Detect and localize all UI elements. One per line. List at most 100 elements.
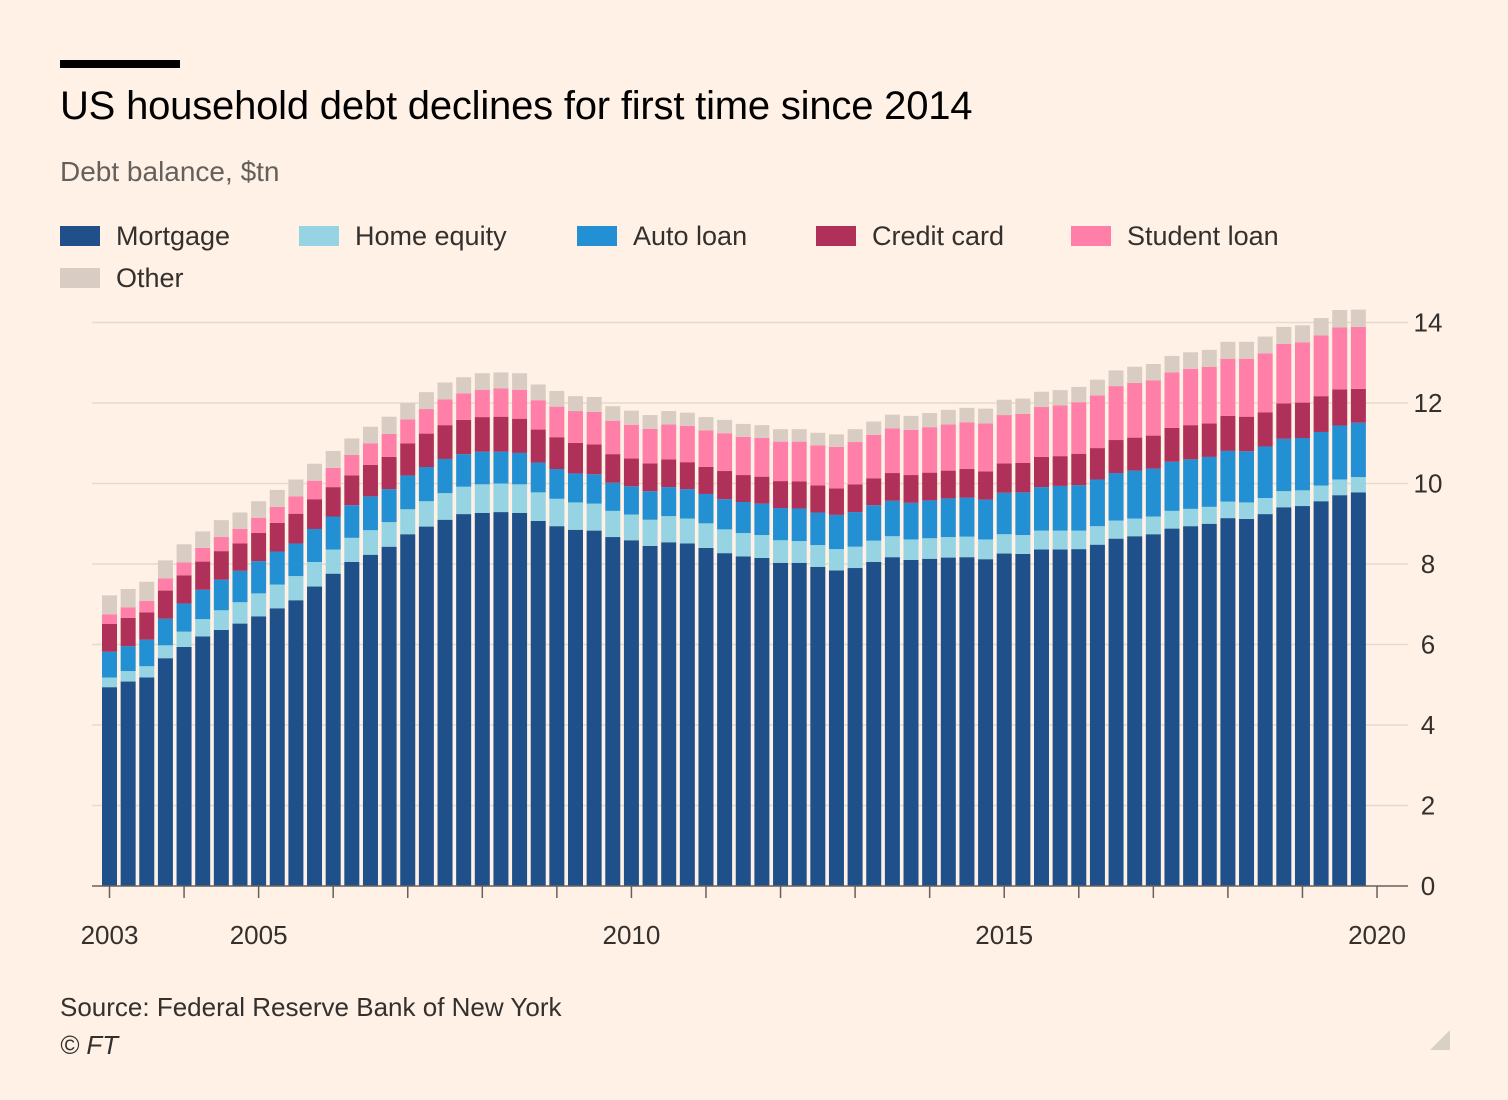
bar-segment-home-equity: [1350, 477, 1366, 493]
bar-segment-home-equity: [381, 522, 397, 547]
bar-segment-other: [605, 406, 621, 421]
bar-segment-other: [1332, 310, 1348, 328]
bar-segment-student-loan: [661, 424, 677, 460]
bar-segment-auto-loan: [1276, 438, 1292, 492]
bar-segment-other: [1089, 379, 1105, 396]
bar-segment-credit-card: [996, 463, 1012, 493]
bar-segment-home-equity: [959, 536, 975, 558]
bar-segment-mortgage: [1089, 544, 1105, 886]
bar-segment-student-loan: [735, 436, 751, 476]
x-tick-label: 2020: [1348, 920, 1406, 950]
bar-segment-student-loan: [157, 578, 173, 591]
bar-segment-other: [120, 588, 136, 608]
x-tick-label: 2003: [81, 920, 139, 950]
bar-segment-other: [493, 372, 509, 389]
bar-segment-home-equity: [1071, 530, 1087, 550]
y-tick-label: 2: [1421, 791, 1435, 821]
bar-segment-auto-loan: [344, 505, 360, 538]
bar-segment-other: [232, 512, 248, 529]
bar-segment-student-loan: [1089, 395, 1105, 449]
bar-segment-credit-card: [1145, 435, 1161, 469]
bar-segment-home-equity: [512, 484, 528, 513]
resize-corner-icon: [1430, 1030, 1450, 1050]
bar-segment-other: [754, 425, 770, 439]
bar-segment-mortgage: [847, 568, 863, 886]
legend-label-auto-loan: Auto loan: [633, 220, 748, 251]
bar-segment-mortgage: [1034, 549, 1049, 886]
bar-segment-other: [530, 384, 546, 401]
bar-segment-credit-card: [1052, 456, 1068, 486]
bar-segment-home-equity: [1220, 501, 1236, 519]
bar-segment-home-equity: [251, 593, 267, 617]
bar-segment-student-loan: [530, 400, 546, 430]
bar-segment-mortgage: [157, 658, 173, 886]
bar-segment-auto-loan: [120, 646, 136, 672]
bar-segment-student-loan: [120, 607, 136, 618]
bar-segment-other: [1071, 386, 1087, 403]
bar-segment-mortgage: [1183, 526, 1199, 886]
bar-segment-credit-card: [1183, 425, 1199, 460]
bar-segment-student-loan: [1313, 335, 1329, 397]
bar-segment-auto-loan: [157, 618, 173, 646]
bar-segment-other: [400, 403, 416, 420]
bar-segment-other: [996, 399, 1012, 416]
legend-label-credit-card: Credit card: [872, 220, 1005, 251]
legend-item-mortgage: Mortgage: [60, 218, 230, 254]
bar-segment-student-loan: [940, 424, 956, 471]
bar-segment-credit-card: [157, 590, 173, 619]
bar-segment-student-loan: [325, 467, 341, 488]
bar-segment-other: [1201, 349, 1217, 367]
bar-segment-student-loan: [903, 429, 919, 476]
bar-segment-home-equity: [605, 510, 621, 538]
bar-segment-student-loan: [456, 393, 472, 420]
bar-segment-mortgage: [1276, 507, 1292, 886]
bar-segment-student-loan: [1108, 386, 1124, 441]
bar-segment-mortgage: [288, 600, 304, 886]
bar-segment-mortgage: [1239, 518, 1255, 886]
bar-segment-mortgage: [1071, 549, 1087, 886]
bar-segment-credit-card: [1313, 396, 1329, 432]
bar-segment-auto-loan: [1071, 485, 1087, 531]
bar-segment-other: [325, 450, 341, 468]
bar-segment-other: [1276, 326, 1292, 344]
bar-segment-credit-card: [344, 475, 360, 506]
bar-segment-home-equity: [903, 539, 919, 560]
bar-segment-home-equity: [176, 631, 192, 647]
bar-segment-credit-card: [102, 623, 117, 652]
bar-segment-other: [1127, 366, 1143, 383]
bar-segment-auto-loan: [549, 469, 565, 499]
legend-item-credit-card: Credit card: [816, 218, 1004, 254]
bar-segment-auto-loan: [102, 651, 117, 678]
bar-segment-home-equity: [307, 561, 323, 587]
bar-segment-student-loan: [698, 430, 714, 467]
bar-segment-home-equity: [120, 671, 136, 682]
bar-segment-auto-loan: [586, 474, 602, 504]
bar-segment-auto-loan: [1127, 470, 1143, 519]
bar-segment-home-equity: [1183, 508, 1199, 527]
bar-segment-auto-loan: [362, 496, 378, 531]
bar-segment-credit-card: [1332, 389, 1348, 426]
bar-segment-auto-loan: [568, 473, 583, 503]
bar-segment-student-loan: [307, 480, 323, 500]
bar-segment-student-loan: [195, 547, 211, 562]
bar-segment-auto-loan: [512, 452, 528, 485]
bar-segment-credit-card: [828, 488, 844, 515]
bar-segment-auto-loan: [642, 491, 658, 520]
bar-segment-auto-loan: [139, 639, 155, 667]
bar-segment-home-equity: [1015, 535, 1031, 554]
bar-segment-home-equity: [884, 536, 900, 558]
bar-segment-student-loan: [773, 441, 789, 482]
bar-segment-other: [307, 463, 323, 481]
bar-segment-student-loan: [269, 506, 285, 523]
bar-segment-mortgage: [269, 608, 285, 886]
bar-segment-student-loan: [717, 433, 733, 472]
bar-segment-credit-card: [1108, 440, 1124, 474]
bar-segment-credit-card: [884, 473, 900, 501]
bar-segment-mortgage: [232, 623, 248, 886]
bar-segment-home-equity: [1294, 490, 1310, 507]
y-tick-label: 6: [1421, 630, 1435, 660]
bar-segment-home-equity: [679, 518, 695, 544]
bar-segment-other: [1313, 318, 1329, 336]
bar-segment-auto-loan: [213, 579, 229, 611]
bar-segment-auto-loan: [623, 486, 639, 515]
